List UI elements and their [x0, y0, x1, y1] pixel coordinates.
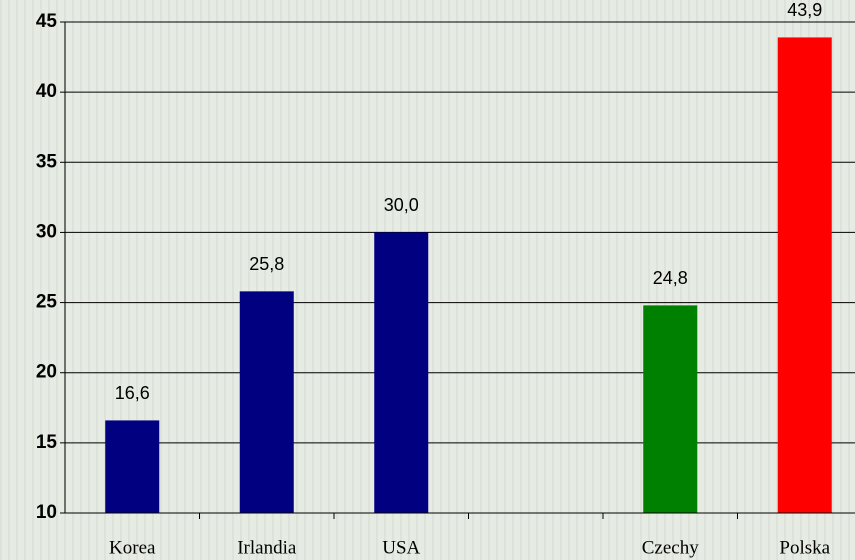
y-tick-label: 25 — [36, 292, 58, 313]
x-tick-label: USA — [382, 537, 420, 558]
y-tick-label: 30 — [36, 221, 57, 242]
bar — [239, 291, 294, 513]
value-label: 25,8 — [249, 254, 284, 274]
x-tick-label: Korea — [109, 537, 156, 558]
bar — [374, 232, 429, 513]
y-tick-label: 40 — [36, 81, 57, 102]
value-label: 16,6 — [115, 383, 150, 403]
bar — [777, 37, 832, 513]
bar — [105, 420, 160, 513]
value-label: 30,0 — [384, 195, 419, 215]
x-tick-label: Irlandia — [237, 537, 297, 558]
y-tick-label: 10 — [36, 502, 57, 523]
y-tick-label: 45 — [36, 11, 58, 32]
value-label: 43,9 — [787, 0, 822, 20]
x-tick-label: Czechy — [642, 537, 699, 558]
x-tick-label: Polska — [779, 537, 830, 558]
value-label: 24,8 — [653, 268, 688, 288]
y-tick-label: 20 — [36, 362, 57, 383]
y-tick-label: 35 — [36, 151, 58, 172]
bar — [643, 305, 698, 513]
y-tick-label: 15 — [36, 432, 58, 453]
